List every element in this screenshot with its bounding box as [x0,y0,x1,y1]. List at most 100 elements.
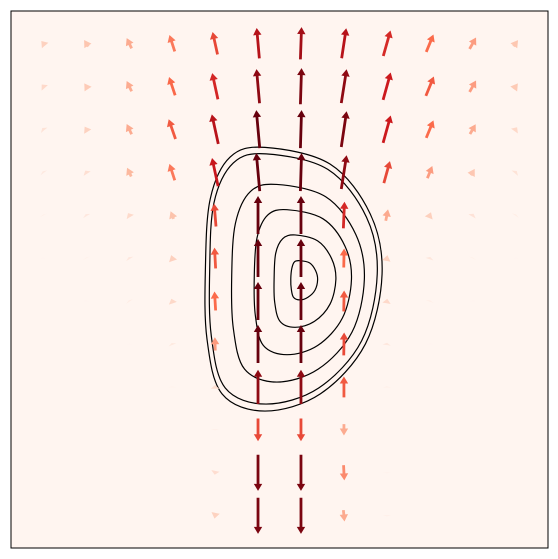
arrow [125,81,134,92]
arrow [296,324,306,363]
arrow [382,386,392,388]
arrow [167,119,177,140]
arrow [510,83,518,92]
arrow [340,28,350,59]
arrow [468,124,476,135]
arrow [39,213,48,218]
contour-line [208,152,378,405]
arrow [296,454,306,491]
arrow [41,84,48,91]
plot-frame [10,10,549,549]
arrow [382,472,392,474]
arrow [381,72,393,101]
arrow [339,155,350,190]
arrow [339,332,349,356]
arrow [167,163,177,181]
arrow [253,324,263,363]
arrow [167,386,177,388]
arrow [468,37,477,50]
arrow [381,30,393,57]
arrow [83,213,91,219]
arrow [425,166,434,179]
arrow [253,497,263,534]
arrow [339,465,349,481]
arrow [382,255,391,262]
arrow [511,213,519,218]
arrow [210,203,219,227]
contour-line [230,183,366,383]
arrow [339,290,349,312]
arrow [253,239,263,278]
contour-line [273,234,337,328]
arrow [511,170,519,176]
arrow [296,281,306,320]
arrow [468,256,477,261]
arrow [424,120,435,139]
contour-line [253,208,353,356]
arrow [339,424,349,436]
arrow [125,124,134,135]
arrow [168,298,177,305]
arrow [211,470,220,475]
arrow [209,158,220,187]
arrow [424,76,436,97]
arrow [209,73,220,100]
arrow [126,167,134,178]
arrow [210,429,220,431]
arrow [40,170,48,176]
arrow [382,342,391,346]
arrow [211,512,220,519]
contour-line [204,146,383,412]
arrow [297,153,306,192]
arrow [253,28,262,59]
arrow [167,77,177,96]
arrow [126,213,134,220]
arrow [468,80,477,93]
arrow [382,515,392,517]
arrow [339,376,349,398]
arrow [210,337,220,351]
arrow [296,239,306,278]
arrow [253,454,263,491]
arrow [210,385,220,389]
arrow [84,83,92,92]
arrow [82,256,91,261]
arrow [468,213,476,219]
arrow [425,256,434,261]
arrow [210,247,220,269]
arrow [296,369,306,404]
arrow [253,369,263,404]
arrow [297,27,306,60]
arrow [84,126,92,134]
arrow [382,209,391,222]
arrow [425,300,434,303]
arrow [424,212,433,220]
arrow [296,497,306,534]
arrow [252,110,262,149]
arrow [511,127,518,134]
arrow [169,255,178,263]
arrow [168,342,177,347]
arrow [253,281,263,320]
arrow [296,418,306,442]
arrow [339,69,350,104]
arrow [253,196,263,235]
arrow [424,34,435,53]
arrow [209,32,219,55]
arrow [296,196,306,235]
plot-area [10,10,549,549]
arrow [125,38,134,49]
plot-background [11,11,548,548]
arrow [297,110,306,149]
arrow [83,170,91,176]
arrow [40,127,48,133]
arrow [41,40,49,49]
arrow [510,40,519,49]
arrow [126,256,134,262]
arrow [340,201,349,229]
arrow [167,35,177,52]
arrow [210,291,220,311]
arrow [126,299,134,304]
